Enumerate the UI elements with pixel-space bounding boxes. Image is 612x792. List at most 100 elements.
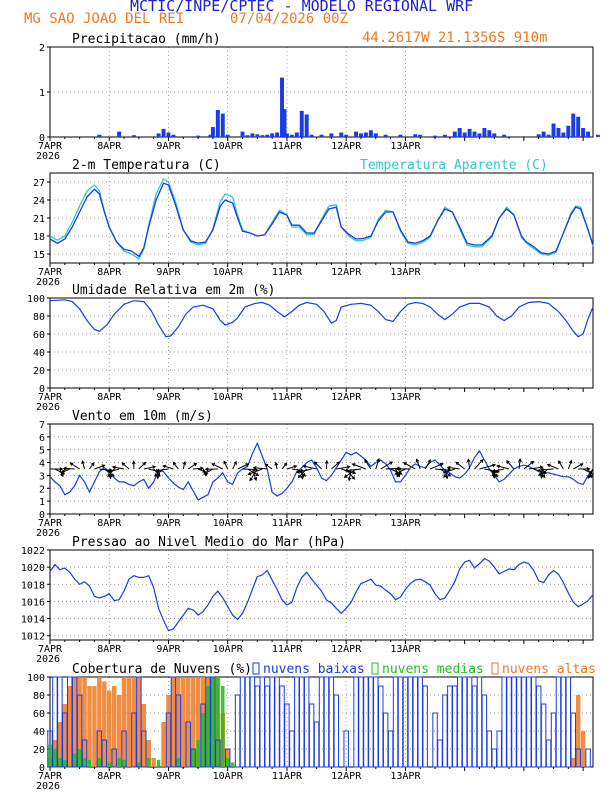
wind-arrow-head [90,462,95,466]
wind-arrow [540,468,554,471]
mid-cloud-bar [156,759,161,767]
low-cloud-bar [318,676,325,768]
wind-arrow-head [336,461,341,466]
wind-arrow [94,464,105,470]
wind-arrow-head [394,471,399,475]
wind-arrow-head [324,459,329,464]
low-cloud-bar [545,739,552,768]
wind-arrow-head [479,458,484,463]
x-tick-label: 13APR [390,771,421,782]
wind-arrow [344,468,357,478]
precip-bar [457,128,462,137]
wind-arrow [303,465,317,470]
mid-cloud-bar [53,749,57,767]
panel-title: Precipitacao (mm/h) [72,32,221,47]
panel-title: Pressao ao Nivel Medio do Mar (hPa) [72,535,346,550]
low-cloud-bar [570,712,576,768]
mid-cloud-legend: nuvens medias [382,662,484,677]
low-cloud-bar [575,748,581,768]
wind-arrow-head [579,463,584,467]
wind-arrow-head [587,475,592,479]
x-tick-label: 11APR [272,771,303,782]
wind-arrow [297,468,312,473]
wind-arrow [443,468,451,478]
low-cloud-bar [535,685,542,768]
precip-bar [467,128,472,137]
wind-arrow [348,468,352,481]
wind-arrow [89,462,95,470]
low-cloud-bar [456,676,463,768]
mid-cloud-legend-box [371,662,379,675]
y-tick-label: 18 [33,232,45,243]
precip-bar [284,133,289,137]
high-cloud-bar [195,677,201,767]
wind-arrow-head [447,472,452,477]
x-tick-label: 13APR [390,518,421,529]
wind-arrow-head [439,462,444,467]
wind-arrow [496,465,510,470]
y-tick-label: 1012 [21,632,45,643]
wind-arrow [286,465,297,470]
wind-arrow-head [203,471,208,475]
low-cloud-bar [239,676,246,768]
panel-title: Cobertura de Nuvens (%) [72,662,252,677]
precip-bar [250,133,255,137]
low-cloud-bar [328,676,335,768]
low-cloud-bar [555,676,562,768]
wind-arrow [547,463,559,470]
wind-arrow-head [586,467,591,471]
x-tick-label: 9APR [156,392,181,403]
wind-arrow-head [252,466,257,470]
precip-bar [220,113,225,137]
low-cloud-bar [422,685,428,768]
low-cloud-bar [136,676,142,768]
wind-arrow [253,467,268,470]
wind-arrow [108,468,120,473]
low-cloud-bar [343,730,349,768]
low-cloud-bar [476,676,483,768]
wind-arrow [429,463,443,470]
wind-speed-line [49,441,594,501]
mid-cloud-bar [225,758,230,767]
wind-arrow [242,468,257,471]
low-cloud-legend-box [252,662,260,675]
high-cloud-bar [77,677,82,767]
high-cloud-bar [136,677,142,767]
wind-arrow-head [111,465,116,470]
wind-arrow-head [517,458,522,463]
x-tick-label: 9APR [156,267,181,278]
precip-bar [398,134,403,137]
temperature-line [49,182,594,258]
wind-arrow-head [153,473,158,477]
y-tick-label: 0 [39,384,45,395]
mid-cloud-bar [122,759,126,767]
precip-bar [502,134,507,137]
mid-cloud-bar [97,758,102,767]
precip-bar [586,131,591,137]
panel-frame [49,46,594,138]
high-cloud-bar [82,677,87,767]
mid-cloud-bar [176,758,181,767]
wind-arrow-head [539,465,544,470]
x-year-label: 2026 [36,402,60,413]
low-cloud-bar [560,676,567,768]
high-cloud-bar [166,695,171,767]
low-cloud-bar [244,676,251,768]
x-year-label: 2026 [36,277,60,288]
precip-bar [208,134,213,137]
low-cloud-bar [452,685,458,768]
x-tick-label: 11APR [272,141,303,152]
precip-bar [117,131,122,137]
precip-bar [166,132,171,137]
precip-bar [196,135,201,137]
wind-arrow [203,468,214,475]
precip-bar [161,128,166,137]
low-cloud-bar [101,739,108,768]
mid-cloud-bar [82,758,87,767]
wind-arrow-head [444,475,449,480]
y-tick-label: 40 [33,727,45,738]
wind-arrow [248,468,263,475]
low-cloud-bar [333,694,340,768]
wind-arrow [443,468,455,474]
low-cloud-bar [215,739,221,768]
